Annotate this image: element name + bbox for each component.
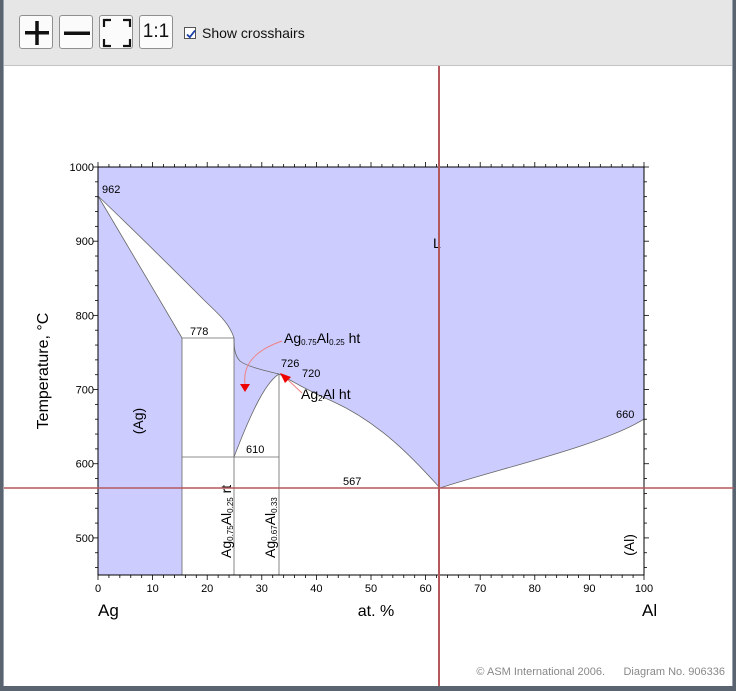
crosshairs-checkbox[interactable] [184, 27, 196, 39]
x-tick-label: 80 [529, 583, 541, 595]
fit-to-window-icon [102, 18, 132, 48]
temp-label-962: 962 [102, 184, 120, 196]
zoom-in-button[interactable] [19, 15, 53, 49]
ag075-ht-arrowhead [240, 384, 250, 392]
y-tick-label: 1000 [70, 162, 94, 174]
minus-icon [64, 31, 90, 35]
ag-solid-region [98, 196, 182, 575]
y-axis-label: Temperature, °C [35, 313, 52, 430]
y-tick-label: 800 [76, 310, 94, 322]
x-tick-label: 100 [635, 583, 653, 595]
copyright-text: © ASM International 2006. [476, 666, 605, 678]
x-tick-label: 60 [419, 583, 431, 595]
ag2al-pointer-line [286, 378, 303, 394]
phase-label-al: (Al) [621, 534, 637, 556]
fit-to-window-button[interactable] [99, 15, 133, 49]
ag075-ht-pointer-line [244, 340, 283, 385]
crosshairs-label: Show crosshairs [202, 25, 305, 41]
x-axis-label: at. % [358, 603, 394, 620]
y-tick-label: 500 [76, 533, 94, 545]
phase-label-liquid: L [433, 235, 441, 251]
x-tick-label: 30 [256, 583, 268, 595]
toolbar: 1:1 Show crosshairs [4, 0, 732, 66]
temp-label-778: 778 [190, 326, 208, 338]
temp-label-720: 720 [302, 368, 320, 380]
ag075-ht-region [234, 338, 279, 457]
y-tick-label: 600 [76, 459, 94, 471]
temp-label-660: 660 [616, 409, 634, 421]
x-tick-label: 0 [95, 583, 101, 595]
plus-icon [25, 21, 49, 45]
x-tick-label: 40 [310, 583, 322, 595]
phase-label-ag: (Ag) [130, 408, 146, 434]
phase-label-ag2al-ht: Ag2Al ht [301, 386, 351, 403]
y-tick-label: 700 [76, 385, 94, 397]
x-tick-label: 90 [583, 583, 595, 595]
zoom-out-button[interactable] [59, 15, 93, 49]
diagram-number: Diagram No. 906336 [623, 666, 725, 678]
crosshairs-toggle[interactable]: Show crosshairs [184, 24, 305, 42]
actual-size-label: 1:1 [142, 21, 170, 42]
ag2al-arrowhead [280, 373, 291, 383]
element-label-al: Al [642, 601, 657, 620]
phase-diagram: 0 10 20 30 40 50 60 70 80 90 100 1000 900 800 700 600 5… [4, 66, 734, 686]
diagram-viewer-window: 1:1 Show crosshairs [3, 0, 734, 686]
element-label-ag: Ag [98, 601, 119, 620]
phase-diagram-area[interactable]: 0 10 20 30 40 50 60 70 80 90 100 1000 900 800 700 600 5… [4, 66, 734, 686]
x-tick-label: 50 [365, 583, 377, 595]
checkmark-icon [186, 29, 196, 39]
temp-label-726: 726 [281, 358, 299, 370]
phase-label-ag075-ht: Ag0.75Al0.25 ht [284, 330, 360, 347]
phase-label-ag075-rt: Ag0.75Al0.25 rt [218, 485, 235, 558]
temp-label-567: 567 [343, 476, 361, 488]
y-tick-label: 900 [76, 236, 94, 248]
x-tick-label: 20 [201, 583, 213, 595]
actual-size-button[interactable]: 1:1 [139, 15, 173, 49]
x-tick-label: 70 [474, 583, 486, 595]
x-tick-label: 10 [146, 583, 158, 595]
liquid-region [98, 167, 644, 488]
phase-label-ag067: Ag0.67Al0.33 [262, 497, 279, 558]
temp-label-610: 610 [246, 444, 264, 456]
